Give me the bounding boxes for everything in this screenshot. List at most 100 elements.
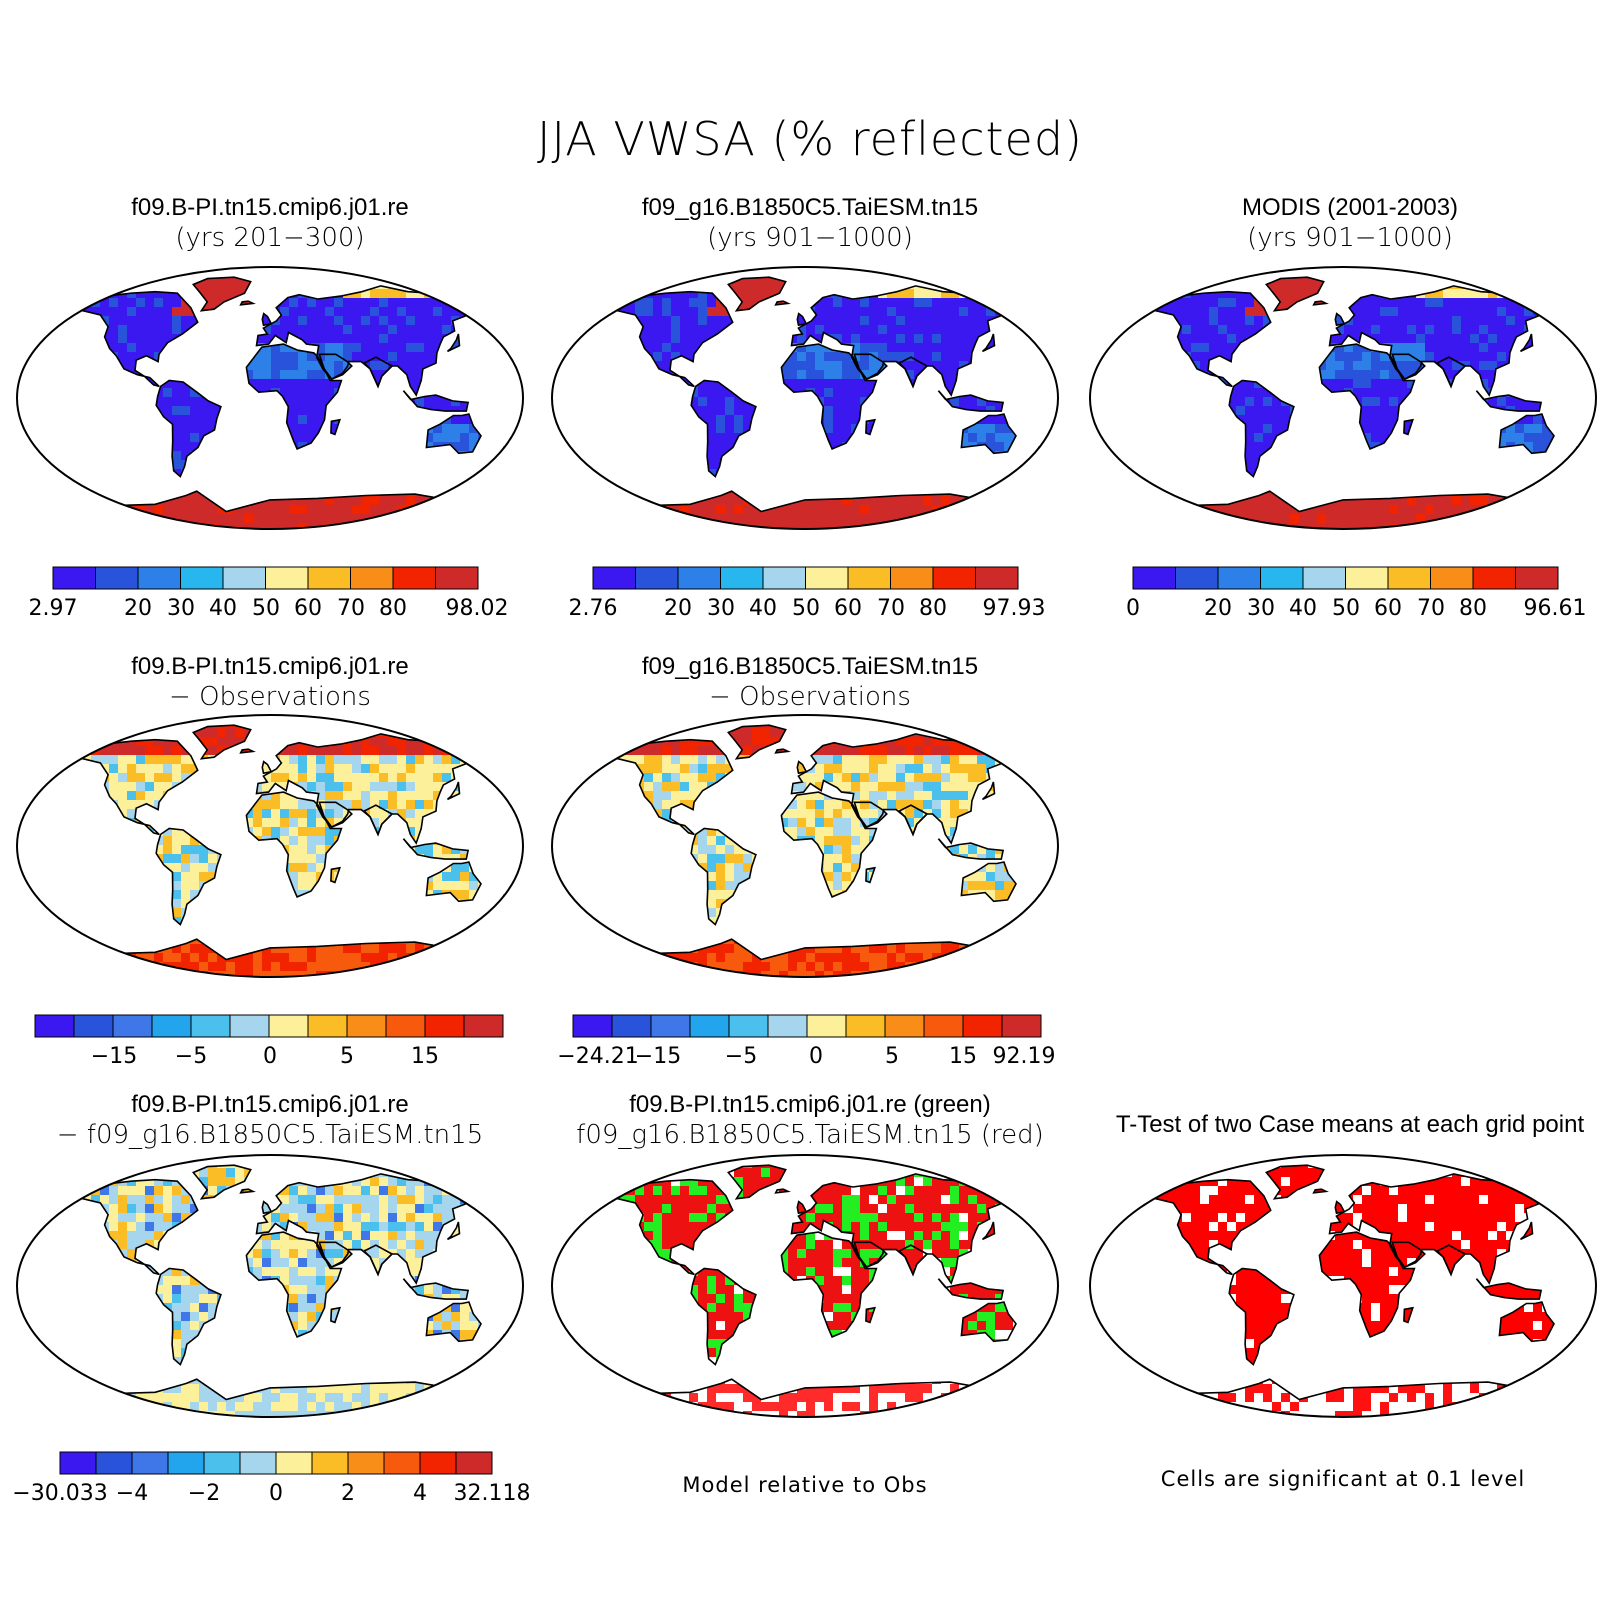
colorbar-box: [268, 1014, 309, 1038]
coastline-greenland: [191, 276, 252, 312]
colorbar-label: 20: [664, 596, 692, 621]
colorbar-box: [112, 1014, 153, 1038]
coastline-japan: [446, 1221, 461, 1241]
coastline-australia: [1498, 1301, 1555, 1343]
coastline-australia: [960, 413, 1017, 455]
colorbar-box: [95, 566, 139, 590]
coastline-japan: [1519, 1221, 1534, 1241]
colorbar-box: [762, 566, 806, 590]
coastline-uk: [261, 312, 273, 327]
colorbar-box: [1001, 1014, 1042, 1038]
map-border: [551, 714, 1059, 978]
coastline-arabia: [853, 1241, 888, 1269]
colorbar-box: [34, 1014, 75, 1038]
colorbar-label: 20: [1204, 596, 1232, 621]
colorbar-box: [1132, 566, 1176, 590]
panel-title-line1: f09.B-PI.tn15.cmip6.j01.re: [131, 653, 409, 680]
panel-title-line1: f09.B-PI.tn15.cmip6.j01.re (green): [629, 1091, 991, 1118]
map-border: [1089, 266, 1597, 530]
coastline-eurasia: [790, 733, 1020, 845]
colorbar-label: 50: [792, 596, 820, 621]
colorbar-box: [1472, 566, 1516, 590]
colorbar-label: −30.033: [12, 1481, 107, 1506]
coastline-uk: [261, 1200, 273, 1215]
coastline-japan: [446, 333, 461, 353]
coastline-indonesia: [402, 838, 470, 860]
coastline-uk: [1334, 1200, 1346, 1215]
coastline-india: [362, 1244, 394, 1277]
coastline-north-america: [601, 290, 734, 388]
coastline-india: [362, 804, 394, 837]
coastline-arabia: [853, 801, 888, 829]
colorbar-label: 50: [252, 596, 280, 621]
coastline-eurasia: [255, 1173, 485, 1285]
colorbar-box: [689, 1014, 730, 1038]
colorbar-box: [151, 1014, 192, 1038]
colorbar-label: 80: [919, 596, 947, 621]
coastline-north-america: [601, 738, 734, 836]
coastline-madagascar: [865, 866, 876, 884]
colorbar-box: [677, 566, 721, 590]
colorbar-box: [884, 1014, 925, 1038]
coastline-arabia: [1391, 1241, 1426, 1269]
panel-title-case2: f09_g16.B1850C5.TaiESM.tn15 (yrs 901−100…: [540, 193, 1080, 253]
colorbar-box: [265, 566, 309, 590]
colorbar-label: 30: [707, 596, 735, 621]
note-ttest: Cells are significant at 0.1 level: [1160, 1467, 1526, 1491]
coastline-uk: [796, 312, 808, 327]
colorbar-box: [311, 1451, 349, 1475]
coastline-uk: [1334, 312, 1346, 327]
coastline-africa: [245, 791, 343, 898]
colorbar-label: 30: [167, 596, 195, 621]
colorbar-label: 40: [209, 596, 237, 621]
colorbar-label: −15: [635, 1044, 681, 1069]
map-case1-obs: [16, 714, 524, 978]
coastline-south-america: [690, 1267, 757, 1366]
colorbar-label: 5: [885, 1044, 899, 1069]
colorbar-boxes: [572, 1014, 1042, 1038]
coastline-africa: [245, 343, 343, 450]
colorbar-case1-case2: −30.033 −4 −2 0 2 4 32.118: [12, 1451, 530, 1506]
panel-title-obs: MODIS (2001-2003) (yrs 901−1000): [1080, 193, 1620, 253]
colorbar-box: [572, 1014, 613, 1038]
panel-title-case1: f09.B-PI.tn15.cmip6.j01.re (yrs 201−300): [0, 193, 540, 253]
colorbar-label: 2: [341, 1481, 355, 1506]
colorbar-label: −15: [91, 1044, 137, 1069]
coastline-eurasia: [255, 733, 485, 845]
colorbar-box: [923, 1014, 964, 1038]
panel-title-closer: f09.B-PI.tn15.cmip6.j01.re (green) f09_g…: [540, 1090, 1080, 1150]
colorbar-label: 60: [294, 596, 322, 621]
panel-title-line2: − Observations: [169, 682, 371, 712]
page-title: JJA VWSA (% reflected): [536, 112, 1084, 166]
coastline-greenland: [726, 724, 787, 760]
colorbar-box: [611, 1014, 652, 1038]
colorbar-box: [1175, 566, 1219, 590]
coastline-eurasia: [790, 285, 1020, 397]
coastline-africa: [780, 791, 878, 898]
colorbar-box: [275, 1451, 313, 1475]
colorbar-case2: 2.76 20 30 40 50 60 70 80 97.93: [569, 566, 1046, 621]
colorbar-box: [347, 1451, 385, 1475]
coastline-australia: [425, 1301, 482, 1343]
colorbar-label: 92.19: [993, 1044, 1056, 1069]
coastline-arabia: [853, 353, 888, 381]
colorbar-boxes: [1132, 566, 1559, 590]
coastline-iceland: [774, 300, 791, 306]
panel-title-line1: f09.B-PI.tn15.cmip6.j01.re: [131, 194, 409, 221]
colorbar-label: 97.93: [983, 596, 1046, 621]
colorbar-box: [180, 566, 224, 590]
panel-title-line1: f09_g16.B1850C5.TaiESM.tn15: [641, 194, 979, 221]
coastline-greenland: [191, 1164, 252, 1200]
colorbar-label: −5: [725, 1044, 757, 1069]
coastline-uk: [261, 760, 273, 775]
colorbar-box: [845, 1014, 886, 1038]
coastline-madagascar: [865, 1306, 876, 1324]
colorbar-box: [932, 566, 976, 590]
coastline-north-america: [1139, 1178, 1272, 1276]
coastline-arabia: [318, 353, 353, 381]
colorbar-label: 0: [269, 1481, 283, 1506]
panel-title-line2: (yrs 201−300): [175, 223, 365, 253]
colorbar-label: 80: [1459, 596, 1487, 621]
colorbar-box: [137, 566, 181, 590]
panel-title-line1: T-Test of two Case means at each grid po…: [1115, 1111, 1585, 1138]
